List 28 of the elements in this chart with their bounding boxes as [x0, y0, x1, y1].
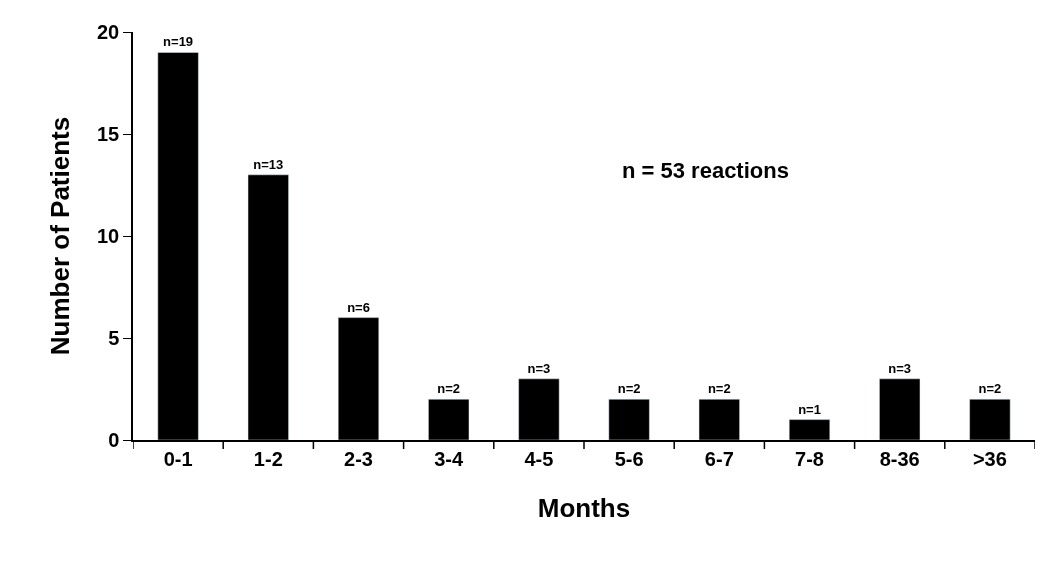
y-axis-title: Number of Patients [44, 116, 75, 356]
x-tick-label: 3-4 [434, 447, 465, 470]
annotation: n = 53 reactions [622, 158, 789, 183]
x-tick-label: 2-3 [344, 447, 373, 470]
x-tick-label: 5-6 [614, 447, 644, 470]
data-label: n=2 [437, 381, 461, 397]
y-tick-label: 5 [108, 327, 120, 349]
x-tick-label: 8-36 [879, 447, 920, 470]
data-label: n=2 [978, 381, 1002, 397]
x-tick-label: >36 [972, 447, 1007, 470]
data-label: n=2 [617, 381, 641, 397]
y-tick-label: 10 [97, 225, 120, 247]
data-label: n=6 [347, 299, 370, 315]
data-label: n=13 [253, 156, 284, 172]
data-label: n=1 [798, 401, 821, 417]
x-axis-title: Months [537, 492, 631, 523]
x-tick-label: 7-8 [795, 447, 824, 470]
x-tick-label: 4-5 [524, 447, 554, 470]
x-tick-label: 6-7 [704, 447, 734, 470]
data-label: n=19 [163, 34, 194, 50]
data-label: n=3 [888, 360, 912, 376]
y-tick-label: 20 [97, 21, 120, 43]
x-tick-label: 1-2 [253, 447, 283, 470]
data-label: n=3 [527, 360, 551, 376]
data-label: n=2 [707, 381, 731, 397]
y-tick-label: 0 [108, 429, 120, 451]
y-tick-label: 15 [97, 123, 120, 145]
x-tick-label: 0-1 [163, 447, 193, 470]
